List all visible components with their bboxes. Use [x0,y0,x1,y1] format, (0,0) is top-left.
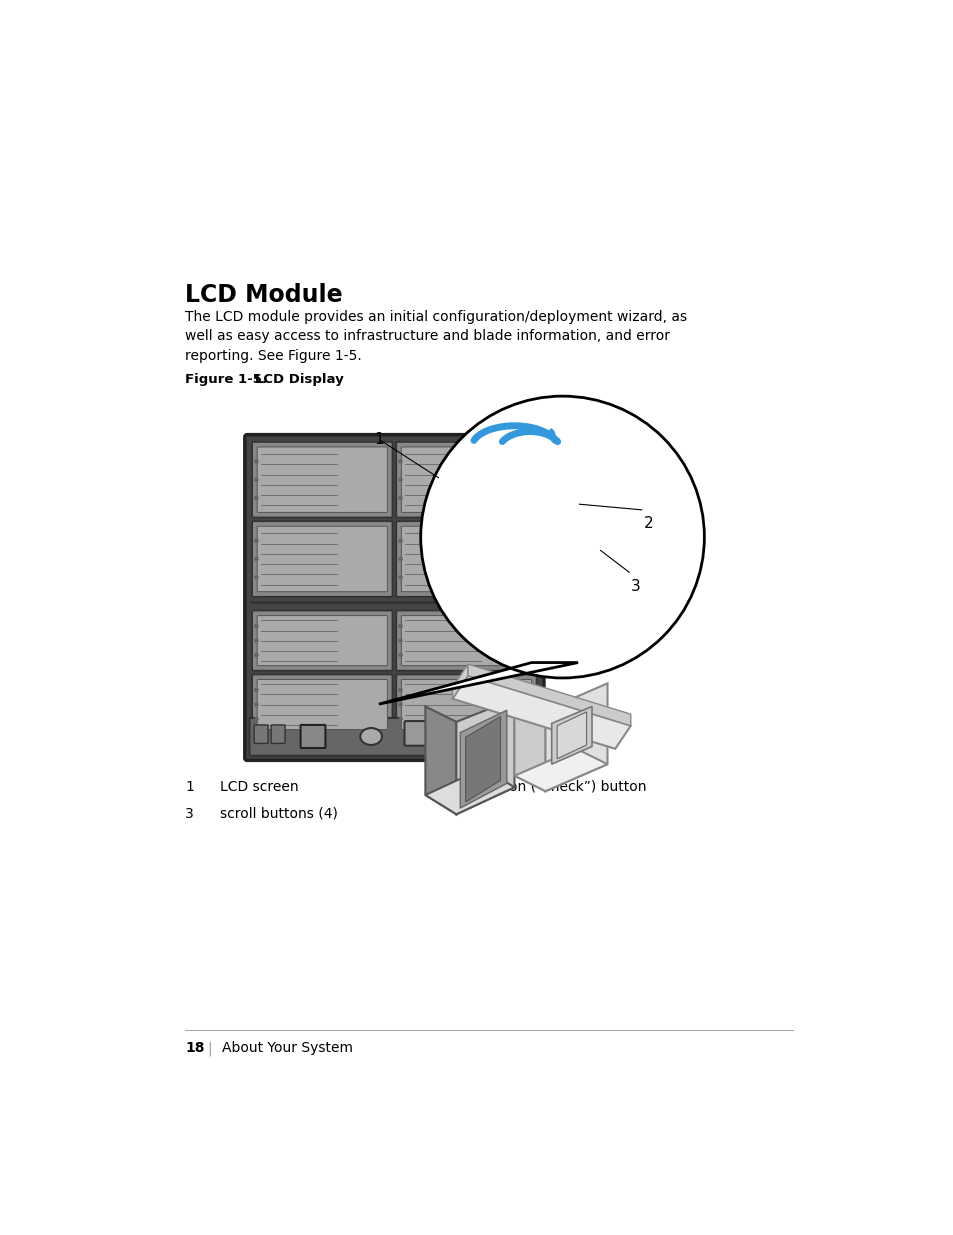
Polygon shape [425,768,514,814]
FancyBboxPatch shape [249,718,538,756]
FancyBboxPatch shape [401,615,531,666]
Circle shape [254,638,257,642]
Circle shape [398,576,402,579]
FancyBboxPatch shape [401,679,531,730]
Circle shape [254,689,257,692]
Polygon shape [551,706,592,764]
FancyBboxPatch shape [300,725,325,748]
Circle shape [398,653,402,657]
FancyBboxPatch shape [252,674,392,735]
FancyBboxPatch shape [252,521,392,597]
Polygon shape [452,664,468,699]
Polygon shape [468,664,630,726]
Polygon shape [545,683,607,792]
FancyBboxPatch shape [253,725,268,743]
Circle shape [398,638,402,642]
Polygon shape [465,716,500,802]
Circle shape [254,576,257,579]
Polygon shape [452,676,630,748]
Text: Figure 1-5.: Figure 1-5. [185,373,267,387]
Polygon shape [425,706,456,814]
Text: The LCD module provides an initial configuration/deployment wizard, as
well as e: The LCD module provides an initial confi… [185,310,686,363]
FancyBboxPatch shape [401,447,531,513]
Circle shape [398,540,402,542]
Circle shape [254,625,257,627]
Text: selection (“check”) button: selection (“check”) button [464,779,646,794]
Polygon shape [456,699,514,814]
Polygon shape [514,699,545,792]
FancyBboxPatch shape [252,442,392,517]
FancyBboxPatch shape [257,447,387,513]
FancyBboxPatch shape [401,526,531,592]
Polygon shape [514,748,607,792]
Circle shape [254,459,257,463]
Ellipse shape [360,727,381,745]
FancyBboxPatch shape [257,526,387,592]
Polygon shape [557,711,586,758]
Polygon shape [459,710,506,808]
Text: 2: 2 [429,779,437,794]
Circle shape [398,689,402,692]
FancyBboxPatch shape [271,725,285,743]
Circle shape [398,625,402,627]
Circle shape [254,653,257,657]
FancyBboxPatch shape [395,442,536,517]
FancyBboxPatch shape [395,610,536,671]
Circle shape [398,718,402,720]
Circle shape [254,540,257,542]
Polygon shape [378,662,578,704]
Text: About Your System: About Your System [222,1041,353,1056]
Text: scroll buttons (4): scroll buttons (4) [220,806,337,820]
Text: 3: 3 [185,806,193,820]
Text: LCD screen: LCD screen [220,779,298,794]
FancyBboxPatch shape [252,610,392,671]
Text: LCD Display: LCD Display [241,373,343,387]
FancyBboxPatch shape [404,721,450,746]
Circle shape [398,703,402,706]
Text: 18: 18 [185,1041,204,1056]
Text: LCD Module: LCD Module [185,283,342,308]
FancyBboxPatch shape [395,674,536,735]
Circle shape [420,396,703,678]
Text: 2: 2 [643,516,653,531]
Circle shape [254,557,257,561]
FancyBboxPatch shape [257,615,387,666]
Text: |: | [207,1041,212,1056]
Circle shape [398,478,402,482]
Text: 3: 3 [630,579,639,594]
Circle shape [398,496,402,499]
FancyBboxPatch shape [395,521,536,597]
FancyBboxPatch shape [257,679,387,730]
Circle shape [254,703,257,706]
Text: 1: 1 [185,779,193,794]
Circle shape [254,496,257,499]
Circle shape [254,718,257,720]
FancyBboxPatch shape [245,435,543,761]
Circle shape [398,459,402,463]
Circle shape [254,478,257,482]
Text: 1: 1 [374,431,383,447]
Circle shape [398,557,402,561]
